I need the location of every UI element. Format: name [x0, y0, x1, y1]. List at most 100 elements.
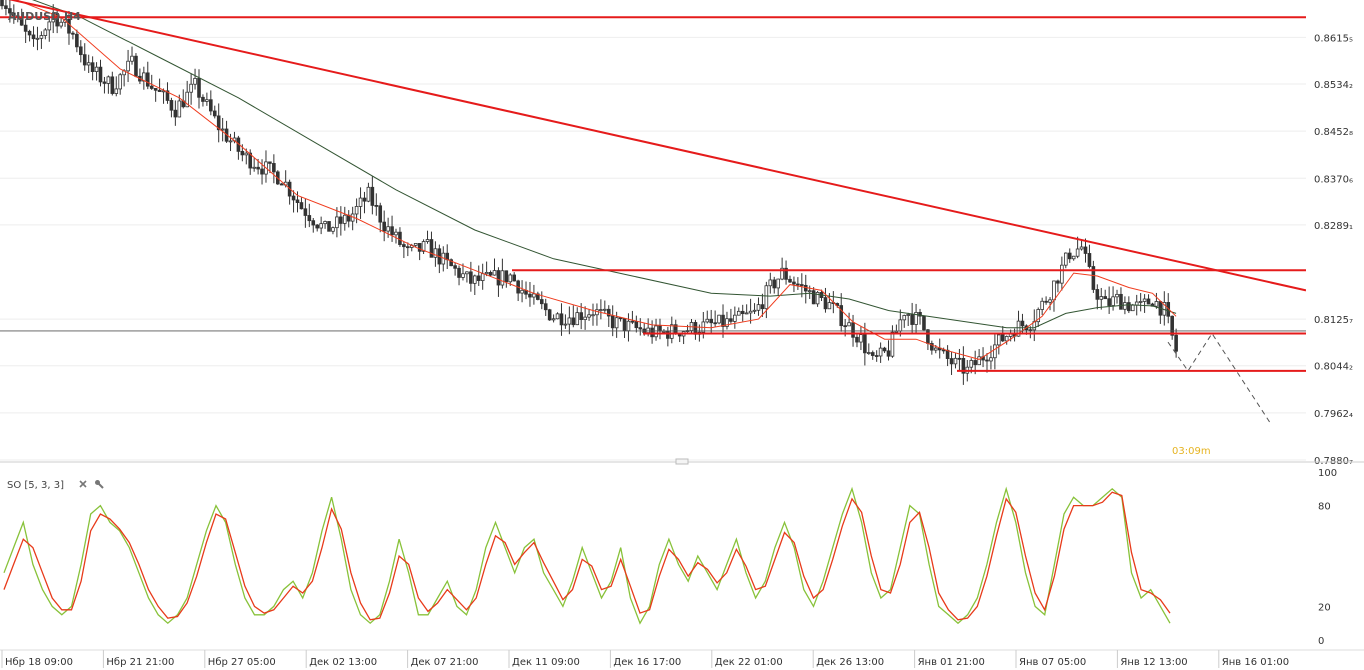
- candle: [1016, 310, 1021, 337]
- candle: [1067, 248, 1072, 263]
- candle: [1115, 289, 1119, 304]
- candle: [220, 117, 225, 142]
- candle: [374, 193, 379, 216]
- candle: [587, 308, 591, 321]
- candle: [23, 19, 28, 43]
- candle: [685, 324, 690, 333]
- wrench-icon[interactable]: [95, 480, 104, 489]
- price-levels[interactable]: 0.8650₀0.8210₀0.8035₀0.8101₉: [0, 10, 1363, 378]
- candle: [547, 308, 552, 321]
- candle: [878, 342, 883, 363]
- candle: [725, 311, 729, 330]
- projection-path: [1167, 332, 1271, 423]
- candle: [764, 281, 769, 319]
- candle: [354, 198, 359, 224]
- candle: [823, 287, 828, 313]
- candle: [212, 105, 217, 119]
- candle: [8, 0, 12, 23]
- time-axis[interactable]: Нбр 18 09:00 Нбр 21 21:00 Нбр 27 05:00 Дек …: [0, 649, 1364, 668]
- candle: [201, 94, 205, 107]
- candle: [406, 242, 410, 257]
- candle: [378, 202, 383, 233]
- candle: [0, 0, 4, 10]
- candle: [1095, 284, 1100, 310]
- candle: [512, 272, 516, 282]
- candle: [705, 310, 710, 324]
- candle: [516, 279, 520, 302]
- candle: [926, 329, 930, 350]
- price-tick-label: 0.8044₂: [1314, 362, 1353, 373]
- time-tick-label: Янв 12 13:00: [1120, 657, 1187, 668]
- price-tick-label: 0.7962₄: [1314, 409, 1353, 420]
- candle: [729, 308, 733, 324]
- candle: [390, 215, 394, 242]
- candle: [882, 346, 887, 354]
- oscillator-tick-label: 20: [1318, 602, 1331, 613]
- candle: [35, 26, 40, 51]
- candle: [236, 135, 241, 160]
- candle: [1087, 244, 1092, 269]
- candle: [870, 350, 875, 360]
- candle: [1162, 291, 1167, 326]
- candle: [571, 305, 576, 328]
- panel-resize-handle[interactable]: [675, 458, 689, 465]
- candle: [721, 304, 725, 338]
- candle: [740, 304, 745, 322]
- candle: [953, 353, 958, 369]
- oscillator-label: SO [5, 3, 3]: [7, 480, 64, 491]
- time-tick-label: Дек 22 01:00: [715, 657, 783, 668]
- candle: [173, 100, 178, 126]
- trendline[interactable]: [0, 0, 1307, 292]
- moving-averages: [15, 0, 1177, 360]
- candle: [4, 0, 8, 16]
- candle: [803, 274, 808, 304]
- time-tick-label: Нбр 21 21:00: [106, 657, 174, 668]
- candle: [528, 282, 532, 307]
- candle: [1099, 287, 1104, 310]
- candle: [559, 303, 564, 336]
- candle: [39, 31, 44, 49]
- price-axis[interactable]: 0.8615₅ 0.8534₂ 0.8452₈ 0.8370₆ 0.8289₁ 0.812…: [1306, 0, 1364, 670]
- candle: [520, 280, 524, 303]
- candle: [362, 191, 367, 214]
- candle: [945, 345, 950, 367]
- candle: [417, 243, 422, 261]
- close-icon[interactable]: [79, 480, 87, 488]
- oscillator-tick-label: 80: [1318, 502, 1331, 513]
- time-tick-label: Дек 07 21:00: [411, 657, 479, 668]
- candle: [138, 68, 142, 84]
- candle: [989, 345, 993, 370]
- price-axis-bg: [1306, 0, 1364, 670]
- candle: [342, 206, 347, 231]
- candle: [890, 325, 895, 358]
- price-tick-label: 0.8615₅: [1314, 33, 1353, 44]
- candle: [12, 4, 16, 24]
- candle: [744, 304, 749, 315]
- candle: [315, 224, 319, 232]
- candle: [941, 347, 946, 354]
- candle: [145, 61, 150, 90]
- candle: [867, 343, 871, 355]
- candle: [1056, 279, 1060, 293]
- candle: [736, 307, 741, 316]
- candle: [717, 314, 721, 325]
- fast-moving-average: [15, 0, 1177, 360]
- candle: [949, 351, 954, 375]
- candle: [504, 270, 509, 288]
- candle: [142, 66, 146, 90]
- time-tick-label: Нбр 27 05:00: [208, 657, 276, 668]
- candle: [445, 244, 450, 269]
- time-tick-label: Дек 02 13:00: [309, 657, 377, 668]
- candle: [922, 315, 926, 332]
- oscillator-tick-label: 0: [1318, 636, 1324, 647]
- oscillator-panel: 100 80 20 0: [3, 468, 1337, 647]
- candle: [839, 293, 844, 332]
- candle: [193, 68, 197, 90]
- candle: [536, 291, 540, 301]
- candle: [1170, 315, 1174, 340]
- candle: [102, 76, 107, 94]
- candle: [784, 260, 788, 285]
- candle: [654, 318, 658, 341]
- candle: [75, 29, 79, 53]
- candle: [134, 53, 138, 78]
